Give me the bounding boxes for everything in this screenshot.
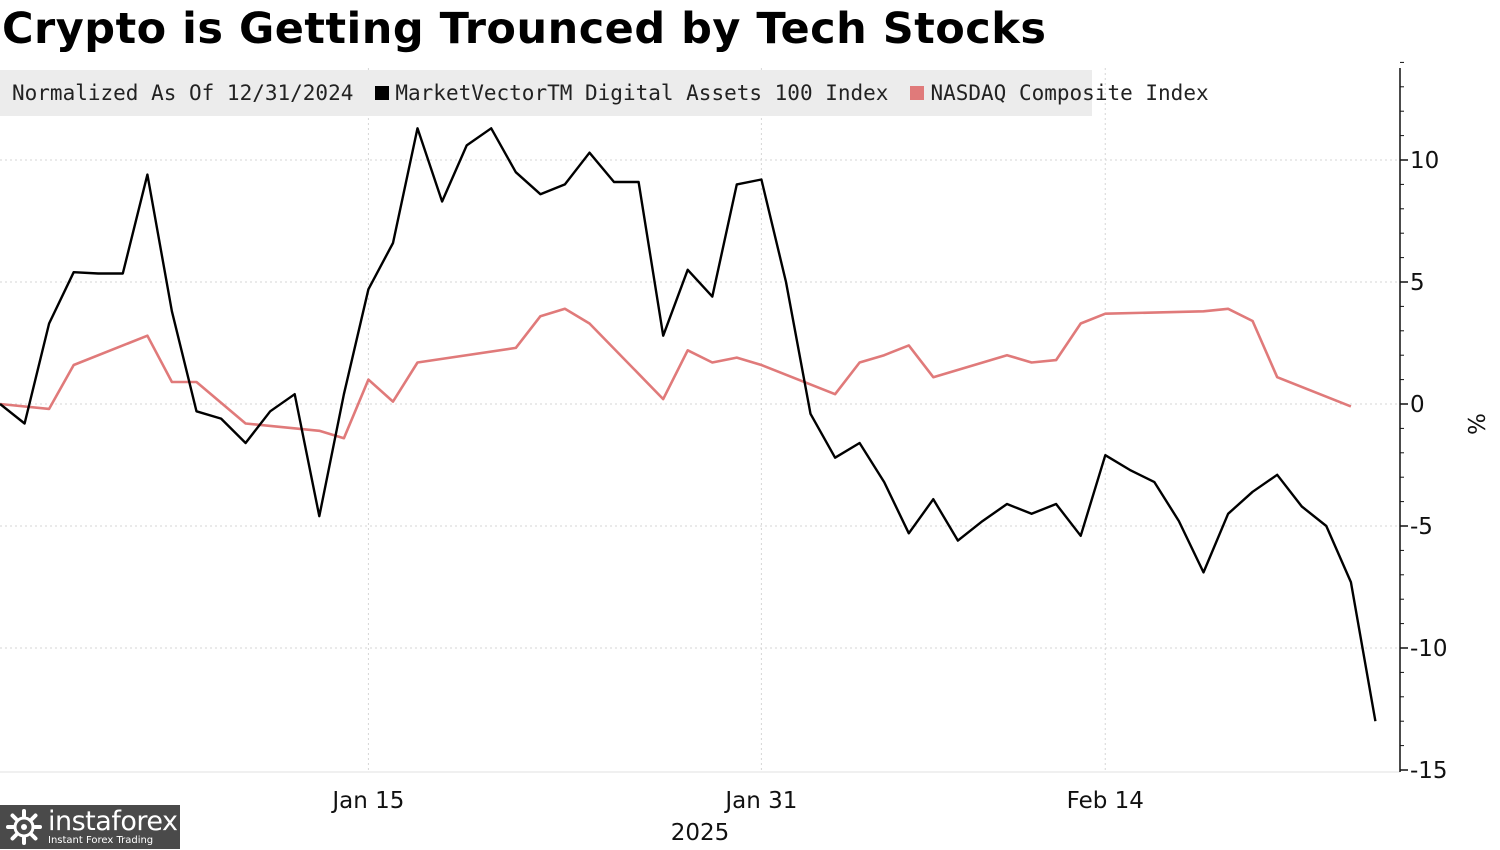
legend-swatch-crypto: [375, 86, 390, 100]
series-lines: [0, 127, 1377, 722]
legend-label-nasdaq: NASDAQ Composite Index: [930, 81, 1209, 105]
grid-lines: [0, 68, 1400, 773]
legend-item-nasdaq: NASDAQ Composite Index: [910, 81, 1209, 105]
legend-normalization-text: Normalized As Of 12/31/2024: [12, 81, 354, 105]
watermark-brand: instaforex: [48, 806, 178, 837]
watermark-tagline: Instant Forex Trading: [48, 835, 154, 846]
y-tick-label: -5: [1410, 514, 1433, 540]
legend-item-crypto: MarketVectorTM Digital Assets 100 Index: [375, 81, 888, 105]
instaforex-logo-icon: [6, 809, 42, 845]
y-tick-label: 5: [1410, 270, 1425, 296]
y-tick-label: 10: [1410, 148, 1439, 174]
legend-label-crypto: MarketVectorTM Digital Assets 100 Index: [395, 81, 889, 105]
y-tick-label: -10: [1410, 636, 1448, 662]
legend: Normalized As Of 12/31/2024 MarketVector…: [0, 70, 1209, 116]
x-tick-label: Jan 15: [330, 788, 404, 814]
legend-normalization-note: Normalized As Of 12/31/2024: [12, 81, 353, 105]
x-tick-label: Feb 14: [1067, 788, 1144, 814]
y-axis: 10 5 0 -5 -10 -15: [1399, 61, 1448, 784]
chart-title: Crypto is Getting Trounced by Tech Stock…: [2, 4, 1047, 54]
y-tick-label: -15: [1410, 758, 1448, 784]
watermark: instaforex Instant Forex Trading: [0, 805, 180, 849]
x-axis-ticks: Jan 15 Jan 31 Feb 14: [330, 788, 1144, 814]
legend-swatch-nasdaq: [910, 86, 925, 100]
y-axis-unit-label: %: [1462, 413, 1488, 435]
series-line-crypto: [0, 127, 1377, 722]
series-line-nasdaq: [0, 307, 1352, 440]
x-tick-label: Jan 31: [723, 788, 797, 814]
x-axis-year-label: 2025: [671, 820, 730, 846]
y-tick-label: 0: [1410, 392, 1425, 418]
